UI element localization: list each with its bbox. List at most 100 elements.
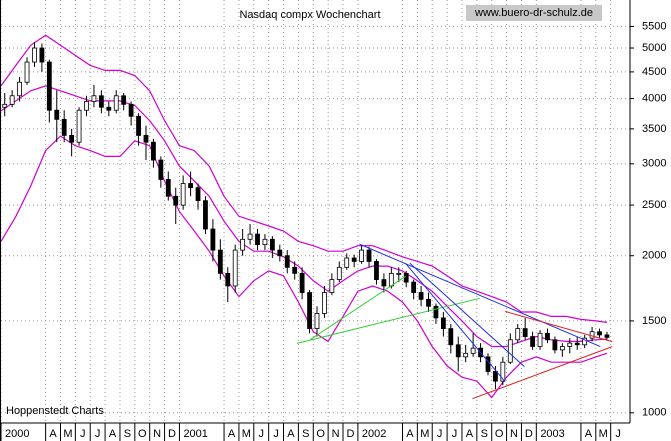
candle-body: [158, 159, 164, 180]
y-tick-label: 2000: [642, 250, 666, 262]
candle-body: [269, 238, 275, 251]
trend-line: [296, 297, 480, 344]
candle-body: [329, 279, 335, 293]
source-box: [466, 5, 602, 21]
candle-body: [559, 346, 565, 351]
x-tick-label: S: [124, 428, 131, 440]
candle-body: [277, 249, 283, 257]
x-tick-label: 2003: [540, 428, 564, 440]
candle-body: [522, 328, 528, 337]
candle-body: [515, 328, 521, 341]
candle-body: [426, 298, 431, 307]
candle-body: [225, 272, 231, 287]
x-tick-label: S: [302, 428, 309, 440]
candle-body: [507, 339, 513, 363]
x-tick-label: J: [615, 428, 621, 440]
candle-body: [388, 272, 394, 287]
candle-body: [604, 334, 610, 338]
candle-body: [24, 61, 30, 83]
candle-body: [545, 332, 550, 341]
candle-body: [299, 272, 305, 293]
candle-body: [46, 61, 52, 111]
trend-line: [409, 262, 525, 367]
x-tick-label: M: [420, 428, 429, 440]
x-tick-label: A: [585, 428, 593, 440]
candle-body: [530, 336, 536, 347]
x-tick-label: M: [599, 428, 608, 440]
candle-body: [232, 249, 238, 287]
candle-body: [589, 331, 595, 339]
y-tick-label: 1000: [642, 407, 666, 419]
y-tick-label: 1500: [642, 315, 666, 327]
x-tick-label: A: [49, 428, 57, 440]
candle-body: [344, 257, 350, 268]
candle-body: [9, 95, 15, 105]
trend-line: [504, 310, 613, 343]
x-tick-label: J: [80, 428, 86, 440]
candle-body: [552, 339, 558, 351]
x-tick-label: A: [406, 428, 414, 440]
candle-body: [574, 342, 580, 346]
candle-body: [255, 233, 260, 246]
x-tick-label: M: [242, 428, 251, 440]
candle-body: [359, 249, 364, 262]
trend-line: [310, 275, 406, 341]
candle-body: [2, 103, 8, 108]
x-tick-label: S: [481, 428, 488, 440]
candle-body: [17, 81, 22, 97]
candle-body: [84, 101, 89, 111]
x-tick-label: A: [109, 428, 117, 440]
candle-body: [374, 261, 379, 280]
x-tick-label: A: [228, 428, 236, 440]
candle-body: [143, 135, 149, 143]
trend-line: [405, 262, 506, 383]
candle-body: [411, 281, 417, 293]
band-line: [0, 135, 608, 399]
candle-body: [493, 371, 498, 382]
candle-body: [151, 141, 156, 161]
candle-body: [567, 342, 573, 347]
chart-title: Nasdaq compx Wochenchart: [239, 9, 380, 21]
trend-line: [472, 346, 613, 400]
candle-body: [284, 255, 290, 268]
credit: Hoppenstedt Charts: [6, 405, 104, 417]
x-tick-label: J: [95, 428, 101, 440]
candle-body: [597, 331, 602, 336]
x-tick-label: 2000: [5, 428, 29, 440]
x-tick-label: A: [466, 428, 474, 440]
candle-body: [433, 305, 439, 319]
x-tick-label: J: [452, 428, 458, 440]
x-tick-label: O: [495, 428, 504, 440]
candle-body: [76, 109, 82, 143]
candle-body: [136, 115, 141, 136]
candle-body: [188, 183, 193, 189]
x-tick-label: J: [258, 428, 264, 440]
candle-body: [418, 292, 424, 300]
candle-body: [440, 317, 446, 329]
source: www.buero-dr-schulz.de: [474, 7, 593, 19]
candle-body: [91, 95, 97, 102]
candle-body: [537, 332, 543, 347]
candle-body: [262, 238, 268, 246]
candle-body: [69, 135, 75, 143]
candle-body: [314, 313, 320, 329]
plot: [0, 34, 613, 400]
y-tick-label: 5500: [642, 20, 666, 32]
candle-body: [128, 103, 134, 117]
candle-body: [54, 109, 60, 120]
candle-body: [381, 279, 387, 287]
candle-body: [247, 233, 253, 240]
x-tick-label: D: [525, 428, 533, 440]
candle-body: [106, 106, 112, 111]
candle-body: [366, 249, 372, 262]
candle-body: [121, 95, 127, 105]
y-tick-label: 3500: [642, 123, 666, 135]
candle-body: [582, 337, 588, 346]
x-tick-label: D: [346, 428, 354, 440]
candle-body: [336, 266, 342, 280]
candle-body: [322, 292, 327, 314]
x-tick-label: 2001: [183, 428, 207, 440]
